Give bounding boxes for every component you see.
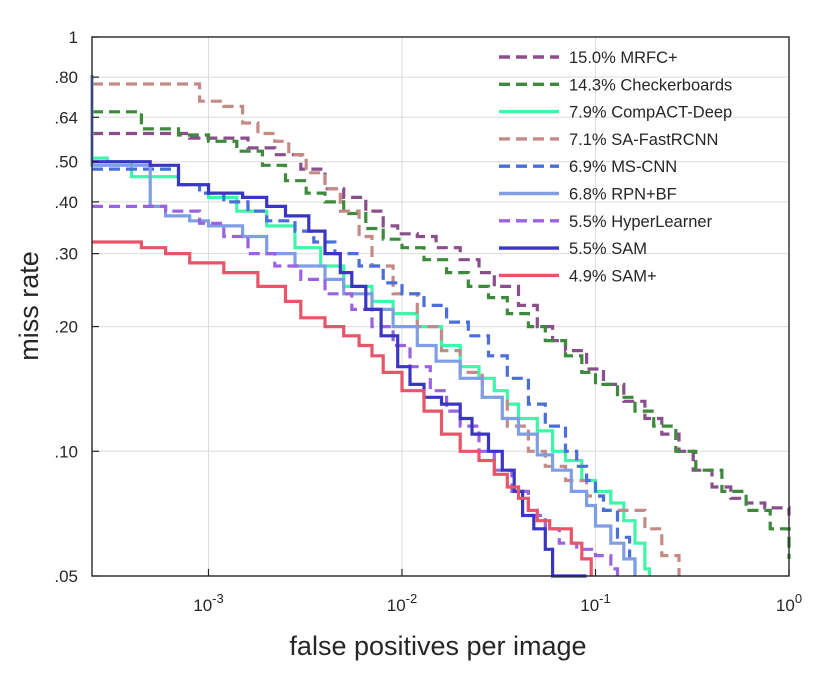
series-layer <box>90 74 791 578</box>
x-tick-exponent: 0 <box>795 591 802 606</box>
y-tick-label: .10 <box>54 442 78 461</box>
x-axis-title: false positives per image <box>289 631 586 661</box>
y-axis-title: miss rate <box>14 251 44 361</box>
x-tick-label: 100 <box>776 591 802 615</box>
y-tick-label: .20 <box>54 318 78 337</box>
legend-label: 5.5% SAM <box>569 240 647 258</box>
series-line <box>92 240 593 576</box>
legend-label: 14.3% Checkerboards <box>569 76 732 94</box>
x-tick-base: 10 <box>776 596 795 615</box>
legend-label: 7.1% SA-FastRCNN <box>569 131 718 149</box>
y-tick-label: .30 <box>54 245 78 264</box>
legend-label: 6.8% RPN+BF <box>569 186 677 204</box>
series-line <box>92 110 791 559</box>
x-tick-exponent: -3 <box>212 591 224 606</box>
series-line <box>92 156 651 576</box>
y-tick-label: .80 <box>54 68 78 87</box>
x-tick-label: 10-3 <box>193 591 223 615</box>
x-tick-exponent: -2 <box>406 591 418 606</box>
series-line <box>92 160 587 578</box>
x-tick-base: 10 <box>387 596 406 615</box>
y-tick-label: .05 <box>54 567 78 586</box>
legend-label: 6.9% MS-CNN <box>569 158 677 176</box>
legend-label: 4.9% SAM+ <box>569 267 657 285</box>
legend: 15.0% MRFC+ 14.3% Checkerboards 7.9% CompA… <box>499 49 732 285</box>
x-tick-label: 10-1 <box>580 591 610 615</box>
series-line <box>92 204 620 576</box>
x-tick-exponent: -1 <box>599 591 611 606</box>
series-line <box>92 131 791 516</box>
y-tick-label: .50 <box>54 153 78 172</box>
y-tick-label: .40 <box>54 193 78 212</box>
legend-label: 15.0% MRFC+ <box>569 49 678 67</box>
plot-frame <box>91 36 790 577</box>
series-line <box>92 167 637 576</box>
y-tick-label: 1 <box>69 28 78 47</box>
series-line <box>90 74 637 576</box>
legend-label: 7.9% CompACT-Deep <box>569 104 732 122</box>
x-tick-base: 10 <box>193 596 212 615</box>
legend-label: 5.5% HyperLearner <box>569 213 713 231</box>
x-tick-base: 10 <box>580 596 599 615</box>
x-tick-label: 10-2 <box>387 591 417 615</box>
y-tick-label: .64 <box>54 108 78 127</box>
